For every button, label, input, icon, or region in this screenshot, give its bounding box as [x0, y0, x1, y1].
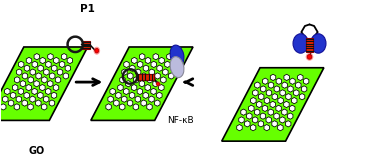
Ellipse shape: [95, 48, 99, 53]
Text: NF-κB: NF-κB: [167, 116, 194, 125]
Ellipse shape: [93, 47, 100, 55]
Ellipse shape: [170, 57, 184, 78]
Bar: [306, 38, 313, 52]
Ellipse shape: [311, 34, 326, 53]
Polygon shape: [91, 47, 193, 120]
Ellipse shape: [156, 82, 160, 85]
Text: GO: GO: [28, 146, 45, 156]
Polygon shape: [0, 47, 88, 120]
Polygon shape: [222, 68, 324, 141]
Ellipse shape: [306, 53, 313, 61]
Text: P1: P1: [80, 4, 95, 14]
Ellipse shape: [170, 45, 184, 66]
Bar: [82, 42, 90, 49]
Ellipse shape: [156, 81, 161, 86]
Ellipse shape: [293, 34, 308, 53]
Bar: [136, 75, 154, 80]
Ellipse shape: [307, 55, 312, 59]
